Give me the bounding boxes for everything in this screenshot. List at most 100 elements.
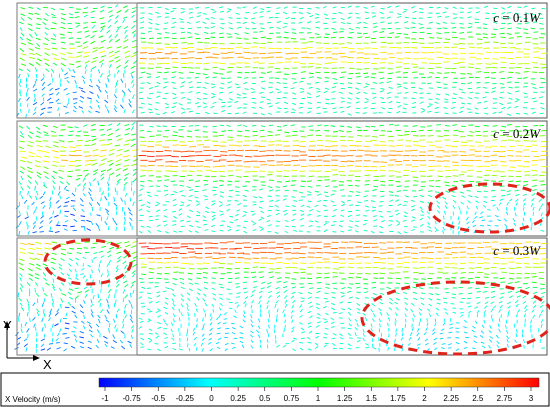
velocity-vector xyxy=(124,304,127,309)
velocity-vector xyxy=(45,68,50,72)
velocity-vector xyxy=(56,332,60,337)
velocity-vector xyxy=(466,205,469,210)
velocity-vector xyxy=(212,140,219,142)
velocity-vector xyxy=(220,286,225,289)
velocity-vector xyxy=(85,278,88,283)
velocity-vector xyxy=(162,136,169,138)
velocity-vector xyxy=(188,230,193,233)
velocity-vector xyxy=(275,186,281,188)
colorbar-legend: X Velocity (m/s) -1 -0.75 -0.5 -0.25 0 0.25 0.… xyxy=(0,372,550,407)
velocity-vector xyxy=(154,343,159,345)
velocity-vector xyxy=(275,286,280,290)
velocity-vector xyxy=(194,282,199,285)
velocity-vector xyxy=(332,6,337,9)
velocity-vector xyxy=(244,303,247,308)
velocity-vector xyxy=(435,180,441,182)
velocity-vector xyxy=(23,338,28,342)
velocity-vector xyxy=(339,337,344,340)
velocity-vector xyxy=(51,302,54,308)
velocity-vector xyxy=(315,26,320,29)
velocity-vector xyxy=(395,298,400,301)
velocity-vector xyxy=(34,165,41,168)
velocity-vector xyxy=(372,96,377,100)
velocity-vector xyxy=(402,107,407,110)
velocity-vector xyxy=(500,292,505,295)
velocity-vector xyxy=(131,7,137,10)
velocity-vector xyxy=(212,186,218,189)
velocity-vector xyxy=(91,138,97,142)
velocity-vector xyxy=(218,134,224,137)
velocity-vector xyxy=(92,172,98,176)
velocity-vector xyxy=(106,211,109,216)
velocity-vector xyxy=(268,324,270,329)
velocity-vector xyxy=(23,199,28,204)
velocity-vector xyxy=(468,314,470,318)
velocity-vector xyxy=(92,30,98,33)
velocity-vector xyxy=(204,27,209,29)
velocity-vector xyxy=(33,97,36,103)
velocity-vector xyxy=(523,262,530,265)
velocity-vector xyxy=(250,330,254,334)
velocity-vector xyxy=(79,304,84,309)
velocity-vector xyxy=(331,215,336,218)
velocity-vector xyxy=(96,201,101,206)
velocity-vector xyxy=(123,255,128,259)
velocity-vector xyxy=(476,310,480,314)
velocity-vector xyxy=(452,175,459,177)
velocity-vector xyxy=(180,225,185,228)
velocity-vector xyxy=(60,67,64,73)
velocity-vector xyxy=(163,332,167,336)
velocity-vector xyxy=(404,27,410,30)
velocity-vector xyxy=(242,319,246,323)
velocity-vector xyxy=(41,327,44,332)
velocity-vector xyxy=(538,207,541,212)
velocity-vector xyxy=(531,97,536,100)
velocity-vector xyxy=(218,98,223,101)
velocity-vector xyxy=(483,47,490,49)
velocity-vector xyxy=(236,66,242,69)
velocity-vector xyxy=(460,141,467,143)
velocity-vector xyxy=(434,106,439,110)
velocity-vector xyxy=(473,340,478,344)
velocity-vector xyxy=(442,21,447,24)
velocity-vector xyxy=(540,190,545,192)
velocity-vector xyxy=(188,195,193,198)
velocity-vector xyxy=(110,346,115,349)
velocity-vector xyxy=(258,290,263,294)
velocity-vector xyxy=(493,41,499,44)
velocity-vector xyxy=(284,73,289,75)
velocity-vector xyxy=(90,299,93,304)
velocity-vector xyxy=(507,92,512,95)
velocity-vector xyxy=(364,97,370,101)
velocity-vector xyxy=(138,230,143,234)
velocity-vector xyxy=(538,198,543,203)
velocity-vector xyxy=(128,299,132,304)
velocity-vector xyxy=(355,107,360,110)
velocity-vector xyxy=(19,258,25,262)
velocity-vector xyxy=(522,217,525,222)
velocity-vector xyxy=(95,344,100,349)
colorbar-gradient xyxy=(98,377,540,388)
velocity-vector xyxy=(300,225,305,227)
velocity-vector xyxy=(40,215,45,219)
velocity-vector xyxy=(219,87,224,90)
velocity-vector xyxy=(331,91,336,93)
velocity-vector xyxy=(18,82,21,88)
velocity-vector xyxy=(253,286,258,288)
velocity-vector xyxy=(417,343,421,346)
velocity-vector xyxy=(276,308,279,313)
velocity-vector xyxy=(458,230,460,235)
velocity-vector xyxy=(432,328,436,332)
velocity-vector xyxy=(115,59,121,63)
velocity-vector xyxy=(219,229,224,232)
velocity-vector xyxy=(356,191,361,193)
velocity-vector xyxy=(516,42,522,45)
velocity-vector xyxy=(291,32,297,34)
velocity-vector xyxy=(44,52,50,56)
case-label: c = 0.1W xyxy=(493,10,541,25)
velocity-vector xyxy=(259,313,262,318)
velocity-vector xyxy=(170,193,175,196)
velocity-vector xyxy=(356,57,364,59)
velocity-vector xyxy=(104,221,108,226)
velocity-vector xyxy=(20,63,27,67)
